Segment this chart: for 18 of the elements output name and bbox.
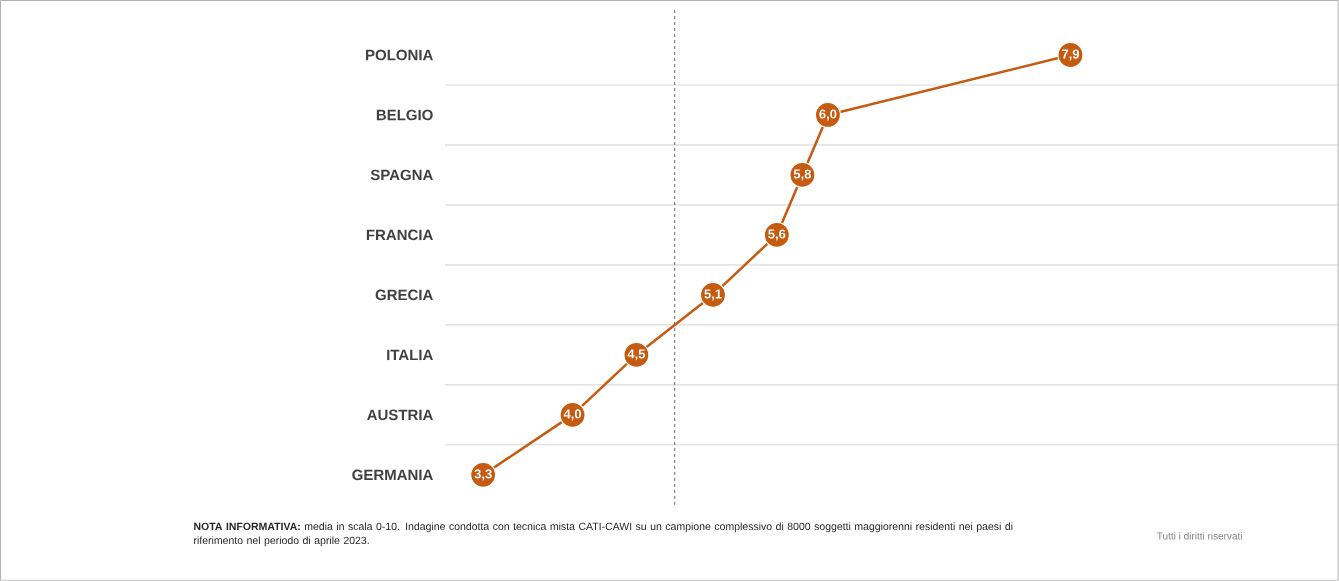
data-label: 7,9 xyxy=(1062,49,1080,61)
y-tick-label: SPAGNA xyxy=(370,169,433,181)
data-label: 5,1 xyxy=(704,289,722,301)
text: NOTA INFORMATIVA: media in scala 0-10. Indagine condotta con tecnica mista CATI-CAWI su un campione complessivo di 8000 soggetti maggiorenni residenti nei paesi di riferimento nel periodo di aprile 2023. xyxy=(194,522,1013,547)
data-label: 3,3 xyxy=(474,469,492,481)
text: Tutti i diritti riservati xyxy=(1157,532,1242,540)
y-tick-label: AUSTRIA xyxy=(367,409,433,421)
data-label: 4,0 xyxy=(563,409,582,421)
data-label: 6,0 xyxy=(819,109,837,121)
y-tick-label: ITALIA xyxy=(387,349,433,361)
y-tick-label: GRECIA xyxy=(375,289,433,301)
y-tick-label: POLONIA xyxy=(366,49,433,61)
y-tick-label: BELGIO xyxy=(376,109,433,121)
y-tick-label: FRANCIA xyxy=(366,229,433,241)
data-label: 4,5 xyxy=(627,349,646,361)
y-tick-label: GERMANIA xyxy=(352,469,433,481)
data-label: 5,8 xyxy=(793,169,812,181)
data-label: 5,6 xyxy=(768,229,786,241)
